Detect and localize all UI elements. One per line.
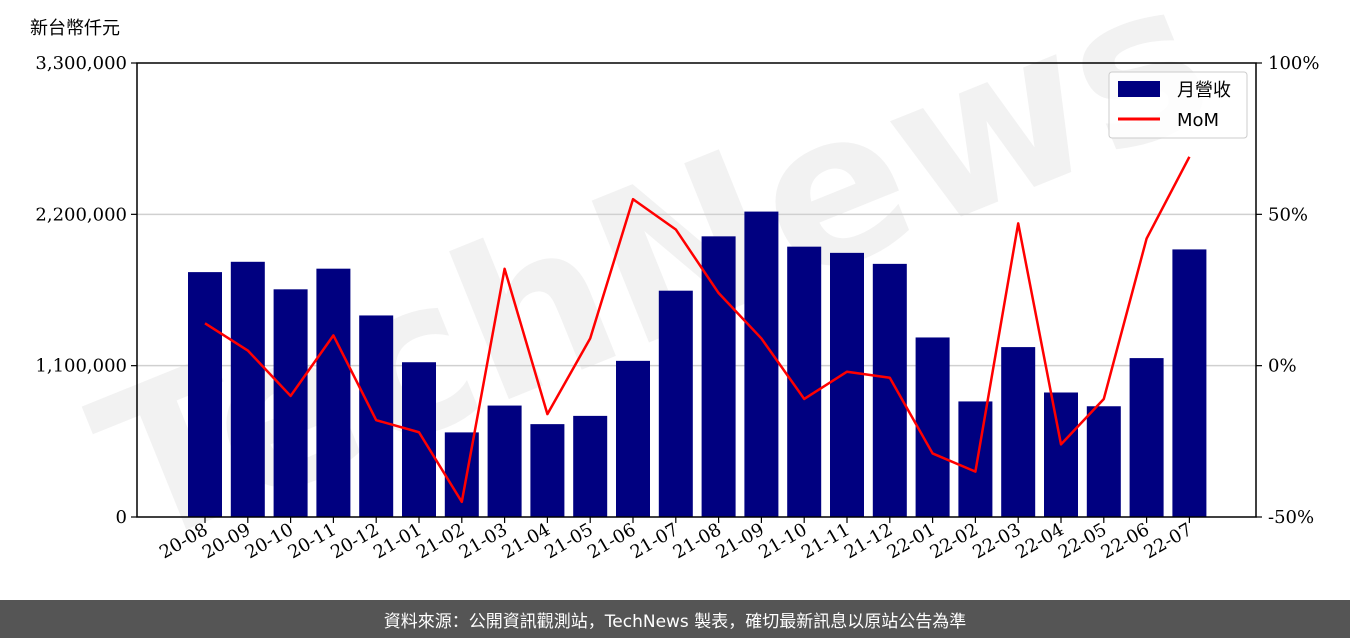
bar-21-08: [701, 236, 736, 517]
bar-20-08: [188, 272, 222, 517]
bar-21-06: [616, 360, 650, 517]
right-tick-label: 50%: [1268, 204, 1308, 225]
bar-20-10: [273, 289, 308, 517]
bar-20-12: [359, 315, 394, 517]
bar-22-04: [1044, 392, 1078, 517]
x-tick-label: 21-03: [456, 519, 511, 563]
legend-label-revenue: 月營收: [1177, 80, 1231, 101]
x-tick-label: 22-05: [1055, 519, 1110, 563]
bar-21-12: [872, 263, 907, 517]
footer-text: 資料來源：公開資訊觀測站，TechNews 製表，確切最新訊息以原站公告為準: [383, 611, 967, 632]
x-tick-label: 21-04: [498, 519, 553, 563]
source-footer: 資料來源：公開資訊觀測站，TechNews 製表，確切最新訊息以原站公告為準: [0, 600, 1350, 638]
x-tick-label: 22-06: [1098, 519, 1153, 563]
right-tick-label: 100%: [1268, 53, 1319, 74]
right-tick-label: -50%: [1268, 507, 1314, 528]
x-tick-label: 20-12: [327, 519, 382, 563]
bar-22-01: [915, 337, 950, 517]
bar-21-04: [530, 424, 565, 517]
left-tick-label: 3,300,000: [35, 53, 127, 74]
x-tick-label: 21-12: [841, 519, 896, 563]
left-tick-label: 0: [116, 507, 127, 528]
bar-22-03: [1001, 347, 1036, 517]
x-tick-label: 21-02: [413, 519, 468, 563]
bar-series: [188, 211, 1207, 517]
left-tick-label: 2,200,000: [35, 204, 127, 225]
bar-21-05: [573, 415, 608, 517]
x-tick-label: 22-04: [1012, 519, 1067, 563]
bar-21-02: [444, 432, 479, 517]
legend-label-mom: MoM: [1177, 110, 1219, 131]
x-tick-label: 21-11: [798, 519, 853, 563]
x-tick-label: 22-02: [926, 519, 981, 563]
legend-bar-swatch: [1118, 81, 1160, 97]
bar-21-03: [487, 405, 522, 517]
bar-22-05: [1086, 406, 1121, 517]
x-tick-label: 21-07: [627, 519, 682, 563]
mom-line: [204, 156, 1191, 504]
x-tick-label: 21-08: [670, 519, 725, 563]
bar-22-06: [1129, 358, 1164, 517]
x-tick-label: 22-03: [969, 519, 1024, 563]
bar-22-07: [1172, 249, 1207, 517]
left-tick-label: 1,100,000: [35, 356, 127, 377]
x-tick-label: 21-09: [712, 519, 767, 563]
x-tick-label: 22-07: [1140, 519, 1195, 563]
bar-21-01: [402, 362, 436, 517]
legend: 月營收 MoM: [1108, 71, 1248, 139]
right-tick-label: 0%: [1268, 356, 1297, 377]
x-tick-label: 21-05: [541, 519, 596, 563]
x-tick-label: 21-10: [755, 519, 810, 563]
chart: TechNews 01,100,0002,200,0003,300,000-50…: [35, 0, 1319, 595]
x-tick-label: 22-01: [884, 519, 939, 563]
bar-21-09: [744, 211, 779, 517]
x-tick-label: 21-06: [584, 519, 639, 563]
y-axis-unit-label: 新台幣仟元: [30, 18, 120, 39]
bar-22-02: [958, 401, 993, 517]
bar-20-11: [316, 268, 351, 517]
x-tick-label: 21-01: [370, 519, 425, 563]
bar-21-11: [830, 252, 864, 517]
mom-line-series: [204, 156, 1191, 504]
bar-20-09: [230, 261, 265, 517]
plot-frame: [136, 62, 1257, 518]
bar-21-07: [658, 290, 693, 517]
